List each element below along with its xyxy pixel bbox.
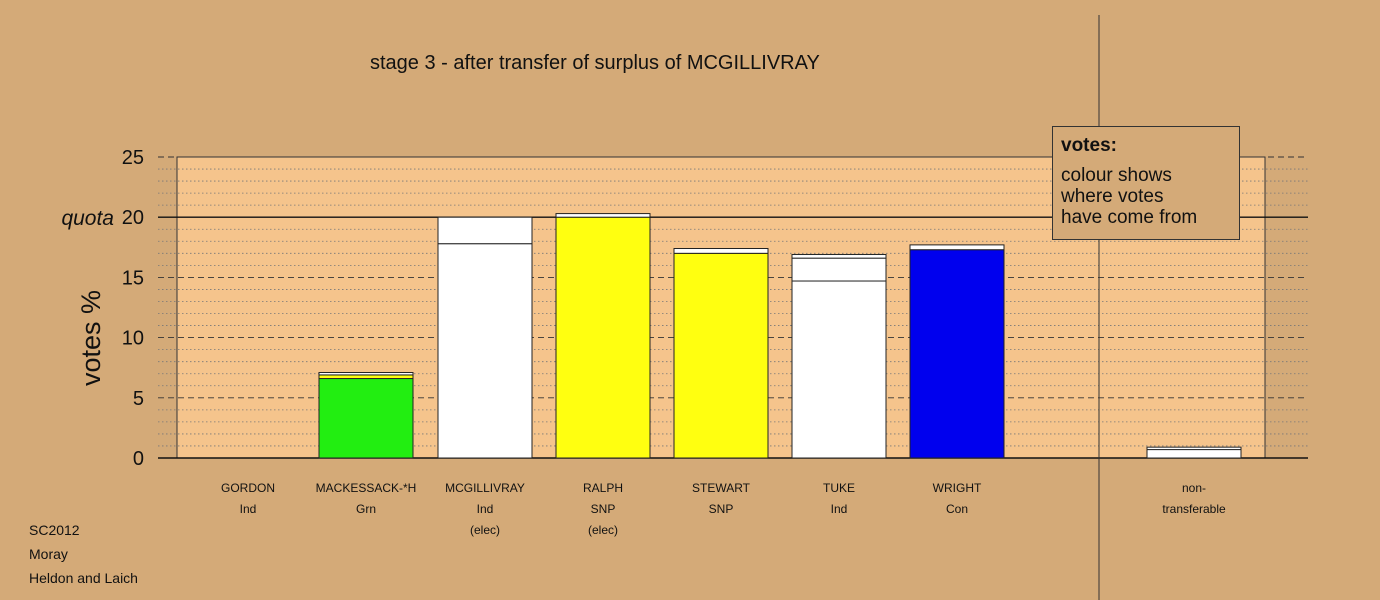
bar-stewart <box>673 248 769 254</box>
nontransferable-label: non-transferable <box>1119 478 1269 520</box>
bar-stewart <box>673 252 769 459</box>
bar-wright <box>909 249 1005 459</box>
candidate-label-line: MCGILLIVRAY <box>445 481 525 495</box>
bar-ralph <box>555 213 651 218</box>
y-tick-label: 20 <box>122 207 144 229</box>
bar-tuke <box>791 280 887 459</box>
candidate-label: WRIGHT Con <box>882 478 1032 520</box>
candidate-label-line: (elec) <box>587 523 618 537</box>
y-tick-label: 15 <box>122 267 144 289</box>
quota-label: quota <box>61 207 114 230</box>
bar-wright <box>909 244 1005 251</box>
footer-ward: Heldon and Laich <box>29 570 138 586</box>
candidate-label-line: STEWART <box>691 481 750 495</box>
candidate-label-line: Con <box>945 502 968 516</box>
bar-mcgillivray <box>437 243 533 459</box>
candidate-label: TUKE Ind <box>764 478 914 520</box>
legend-box: votes: colour shows where votes have com… <box>1052 126 1240 240</box>
bar-mackessack-h <box>318 374 414 380</box>
candidate-label-line: TUKE <box>822 481 855 495</box>
legend-line: have come from <box>1061 207 1198 228</box>
candidate-label: GORDON Ind <box>173 478 323 520</box>
candidate-label: RALPH SNP (elec) <box>528 478 678 541</box>
candidate-label-line: non- <box>1181 481 1207 495</box>
footer-council: Moray <box>29 546 68 562</box>
candidate-label-line: RALPH <box>582 481 623 495</box>
y-tick-label: 0 <box>133 448 144 470</box>
candidate-label-line: Grn <box>355 502 376 516</box>
candidate-label-line: (elec) <box>469 523 500 537</box>
candidate-label-line: SNP <box>590 502 616 516</box>
y-axis-label: votes % <box>76 290 106 386</box>
bar-ralph <box>555 216 651 459</box>
candidate-label-line: Ind <box>239 502 257 516</box>
bar-nontransferable <box>1146 449 1242 459</box>
legend-line: where votes <box>1061 186 1164 207</box>
candidate-label-line: Ind <box>830 502 848 516</box>
candidate-label-line: GORDON <box>221 481 275 495</box>
candidate-label-line: WRIGHT <box>932 481 982 495</box>
bar-mcgillivray <box>437 216 533 245</box>
candidate-label: STEWART SNP <box>646 478 796 520</box>
candidate-label: MCGILLIVRAY Ind (elec) <box>410 478 560 541</box>
legend-heading: votes: <box>1061 135 1117 156</box>
bar-tuke <box>791 257 887 282</box>
candidate-label-line: transferable <box>1162 502 1226 516</box>
candidate-label-line: MACKESSACK-*H <box>315 481 417 495</box>
bar-tuke <box>791 254 887 259</box>
candidate-label-line: Ind <box>476 502 494 516</box>
candidate-label-line: SNP <box>708 502 734 516</box>
chart-title: stage 3 - after transfer of surplus of M… <box>370 52 820 74</box>
bar-mackessack-h <box>318 372 414 376</box>
y-tick-label: 25 <box>122 147 144 169</box>
candidate-label: MACKESSACK-*H Grn <box>291 478 441 520</box>
footer-election: SC2012 <box>29 522 80 538</box>
y-tick-label: 5 <box>133 388 144 410</box>
bar-nontransferable <box>1146 446 1242 451</box>
bar-mackessack-h <box>318 378 414 459</box>
legend-line: colour shows <box>1061 165 1172 186</box>
y-tick-label: 10 <box>122 328 144 350</box>
